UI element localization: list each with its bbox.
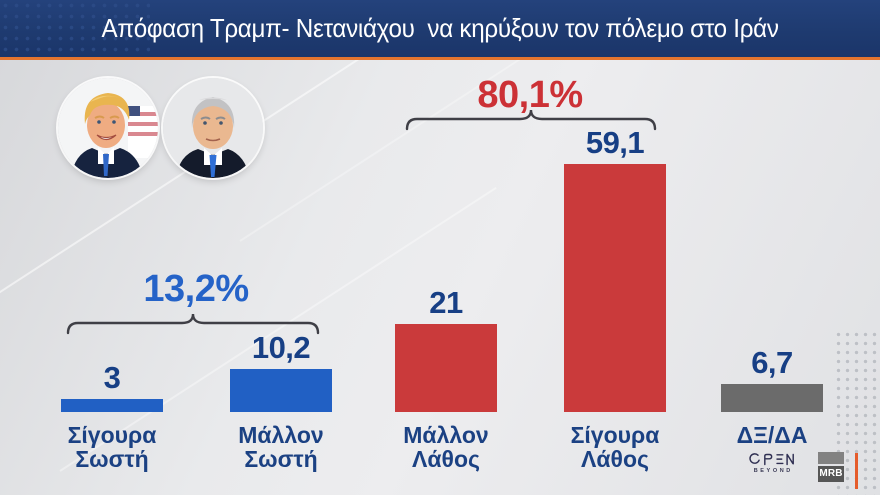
trump-portrait-icon: [58, 78, 158, 178]
bar: [564, 164, 666, 412]
bar-category-label: Σίγουρα Λάθος: [570, 422, 660, 472]
bar-group-sigoura-lathos: 59,1 Σίγουρα Λάθος: [564, 0, 666, 495]
bar-value: 6,7: [751, 345, 793, 380]
bar-value: 10,2: [251, 330, 311, 365]
open-logo-icon: [749, 453, 794, 466]
mrb-logo-text: MRB: [818, 466, 844, 482]
open-logo-subtext: BEYOND: [753, 468, 793, 474]
bar-category-label: ΔΞ/ΔΑ: [736, 422, 808, 448]
group-total-correct: 13,2%: [143, 268, 249, 310]
group-total-wrong: 80,1%: [477, 74, 583, 116]
bar-group-sigoura-sosti: 3 Σίγουρα Σωστή: [61, 0, 163, 495]
bar-group-mallon-lathos: 21 Μάλλον Λάθος: [395, 0, 497, 495]
netanyahu-portrait-icon: [163, 78, 263, 178]
bar: [395, 324, 497, 412]
bar-value: 21: [429, 285, 463, 320]
bar-value: 59,1: [585, 125, 645, 160]
bar: [230, 369, 332, 412]
page-title: Απόφαση Τραμπ- Νετανιάχου να κηρύξουν το…: [101, 13, 779, 43]
bar: [721, 384, 823, 412]
bar-group-dxda: 6,7 ΔΞ/ΔΑ: [721, 0, 823, 495]
title-banner: Απόφαση Τραμπ- Νετανιάχου να κηρύξουν το…: [0, 0, 880, 60]
bar-category-label: Μάλλον Λάθος: [403, 422, 489, 472]
orange-divider: [855, 453, 858, 489]
bar-category-label: Μάλλον Σωστή: [238, 422, 324, 472]
bar: [61, 399, 163, 412]
bar-value: 3: [103, 360, 121, 395]
open-tv-logo: BEYOND: [749, 452, 795, 474]
bar-category-label: Σίγουρα Σωστή: [67, 422, 157, 472]
bar-group-mallon-sosti: 10,2 Μάλλον Σωστή: [230, 0, 332, 495]
mrb-logo-block: [818, 452, 844, 464]
mrb-logo: MRB: [818, 452, 844, 482]
